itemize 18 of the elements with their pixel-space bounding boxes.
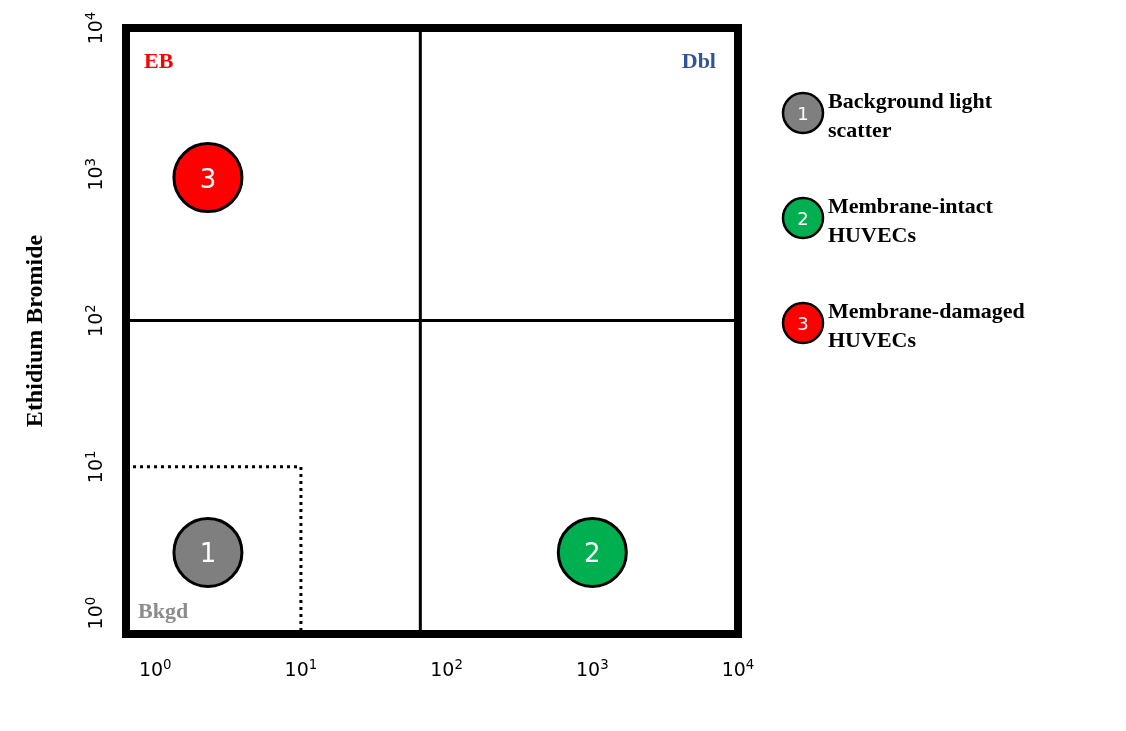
text: 2: [797, 208, 809, 229]
x-tick-label: 10$^{0}$: [138, 656, 172, 680]
x-tick-label: 10$^{4}$: [721, 656, 755, 680]
text: 3: [797, 313, 809, 334]
legend-label: Membrane-intact HUVECs: [828, 193, 994, 247]
x-tick-label: 10$^{2}$: [430, 656, 463, 680]
legend-label: Membrane-damaged HUVECs: [828, 298, 1025, 352]
y-axis-title: Ethidium Bromide: [21, 234, 47, 428]
annotation: Bkgd: [138, 598, 189, 623]
text: 1: [797, 103, 809, 124]
annotation: 3: [199, 163, 217, 194]
legend-label: Background light scatter: [828, 88, 993, 142]
annotation: 2: [584, 538, 601, 569]
annotation: 1: [199, 538, 217, 569]
x-tick-label: 10$^{3}$: [575, 656, 609, 680]
annotation: Dbl: [681, 48, 716, 73]
x-tick-label: 10$^{1}$: [284, 656, 318, 680]
annotation: EB: [144, 48, 174, 73]
